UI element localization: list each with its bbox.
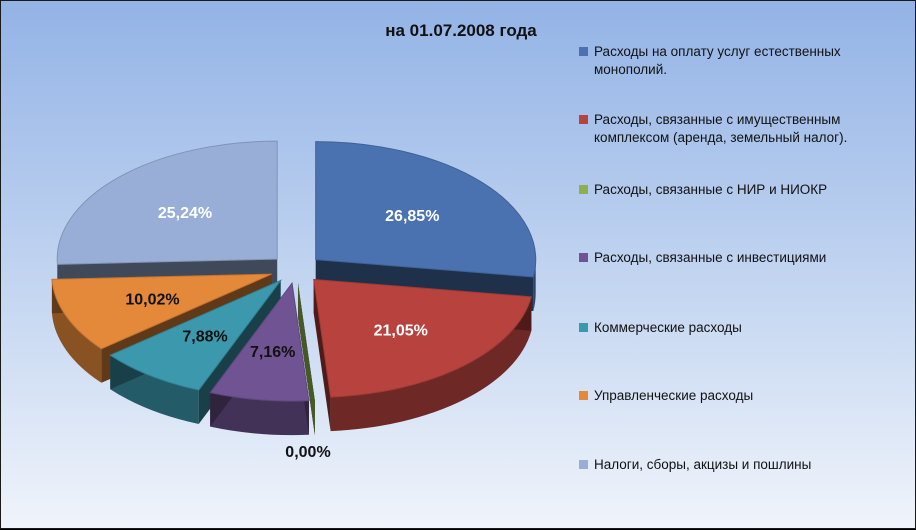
chart-title: на 01.07.2008 года [301, 21, 621, 41]
data-label-taxes-duties: 25,24% [158, 205, 212, 222]
legend-swatch [579, 460, 588, 469]
legend-label: Расходы, связанные с НИР и НИОКР [594, 181, 894, 199]
legend-label: Управленческие расходы [594, 387, 894, 405]
legend-label: Коммерческие расходы [594, 319, 894, 337]
data-label-monopoly-services: 26,85% [385, 208, 439, 225]
legend-swatch [579, 185, 588, 194]
legend-swatch [579, 115, 588, 124]
legend-label: Расходы, связанные с имущественным компл… [594, 111, 894, 147]
slice-top [57, 141, 277, 264]
data-label-rnd: 0,00% [285, 444, 330, 461]
data-label-management: 10,02% [125, 292, 179, 309]
data-label-commercial: 7,88% [182, 329, 227, 346]
data-label-property-complex: 21,05% [374, 323, 428, 340]
legend-swatch [579, 323, 588, 332]
legend-label: Расходы на оплату услуг естественных мон… [594, 43, 894, 79]
legend-swatch [579, 253, 588, 262]
pie-slice-property-complex [314, 279, 532, 431]
legend-swatch [579, 391, 588, 400]
legend-swatch [579, 47, 588, 56]
legend-label: Налоги, сборы, акцизы и пошлины [594, 456, 894, 474]
data-label-investments: 7,16% [250, 344, 295, 361]
legend-label: Расходы, связанные с инвестициями [594, 249, 894, 267]
